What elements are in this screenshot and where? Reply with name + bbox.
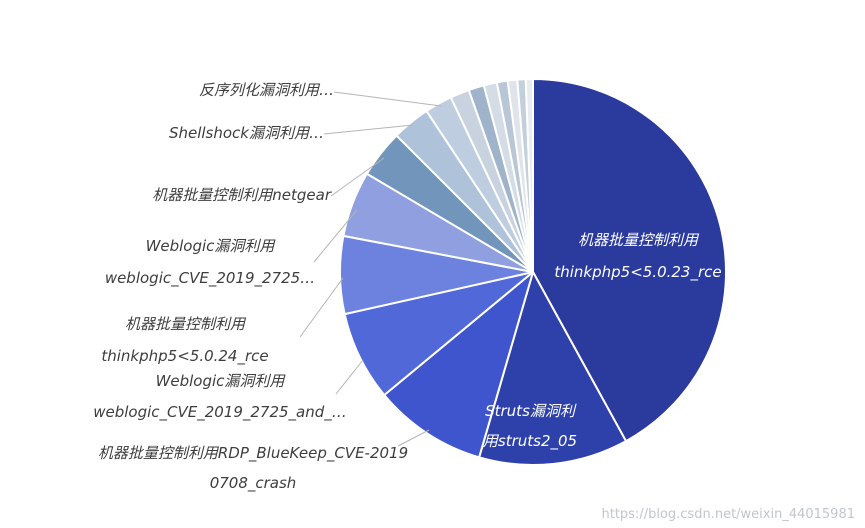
- leader-line-bluekeep: [397, 429, 430, 447]
- pie-slice[interactable]: [524, 78, 534, 273]
- leader-line-netgear: [330, 157, 385, 197]
- pie-slices: [339, 78, 727, 467]
- leader-line-weblogic-2725-and: [335, 359, 364, 395]
- leader-line-shellshock: [323, 124, 414, 135]
- pie-slice[interactable]: [532, 78, 727, 443]
- leader-line-thinkphp-5024: [299, 277, 344, 338]
- pie-slice[interactable]: [478, 271, 627, 467]
- leader-line-deserialization: [333, 91, 442, 107]
- leader-lines: [299, 91, 442, 447]
- pie-slice[interactable]: [383, 271, 534, 459]
- leader-line-weblogic-2725: [313, 209, 358, 263]
